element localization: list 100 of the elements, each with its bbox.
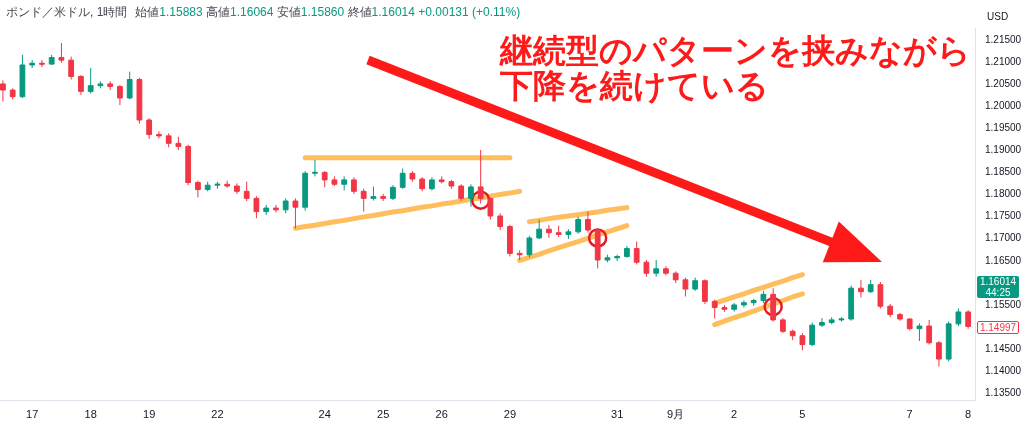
candlestick xyxy=(916,322,923,342)
y-tick-label: 1.14500 xyxy=(985,342,1022,354)
candlestick xyxy=(458,183,465,202)
y-tick-label: 1.18000 xyxy=(985,188,1022,200)
candlestick xyxy=(760,290,767,304)
candlestick xyxy=(58,42,65,64)
candlestick xyxy=(390,184,396,201)
candlestick xyxy=(360,188,367,213)
candlestick xyxy=(848,285,855,322)
candlestick xyxy=(604,254,611,263)
candlestick xyxy=(273,204,279,213)
candlestick xyxy=(711,299,718,320)
candlestick xyxy=(809,322,816,347)
candlestick xyxy=(204,181,211,192)
x-tick-label: 24 xyxy=(318,408,331,421)
candlestick xyxy=(282,197,289,214)
candlestick xyxy=(507,224,513,257)
candlestick xyxy=(419,176,426,192)
y-tick-label: 1.17000 xyxy=(985,232,1022,244)
candlestick xyxy=(243,181,250,202)
candlestick xyxy=(770,287,777,323)
x-tick-label: 2 xyxy=(731,408,738,421)
candlestick xyxy=(750,298,757,307)
candlestick xyxy=(682,277,689,298)
candlestick xyxy=(487,196,494,220)
text: 1.14997 xyxy=(978,322,1018,333)
candlestick xyxy=(497,212,504,231)
candlestick xyxy=(731,302,738,313)
x-tick-label: 18 xyxy=(84,408,97,421)
candlestick xyxy=(302,170,309,212)
y-tick-label: 1.21500 xyxy=(985,34,1022,46)
candlestick xyxy=(341,175,348,191)
candlestick xyxy=(867,279,874,294)
y-tick-label: 1.19500 xyxy=(985,122,1022,134)
candlestick xyxy=(68,56,75,81)
candlestick xyxy=(234,182,240,195)
candlestick xyxy=(370,185,377,202)
candlestick xyxy=(624,245,630,259)
x-tick-label: 29 xyxy=(503,408,517,421)
y-tick-label: 1.18500 xyxy=(985,166,1022,178)
candlestick xyxy=(819,317,825,328)
x-tick-label: 19 xyxy=(143,408,156,421)
candlestick xyxy=(321,170,328,188)
candlestick xyxy=(887,303,894,318)
candlestick xyxy=(351,176,357,195)
candlestick xyxy=(721,304,728,313)
candlestick xyxy=(926,319,933,346)
text: 44:25 xyxy=(984,287,1012,298)
candlestick xyxy=(955,307,962,327)
candlestick xyxy=(195,180,201,198)
y-tick-label: 1.15500 xyxy=(985,298,1022,310)
y-tick-label: 1.16500 xyxy=(985,254,1022,266)
candlestick xyxy=(780,317,786,334)
candlestick xyxy=(555,225,562,238)
candlestick xyxy=(48,54,55,66)
candlestick xyxy=(468,183,474,208)
candlestick xyxy=(136,77,143,125)
x-tick-label: 7 xyxy=(906,408,913,421)
candlestick xyxy=(858,279,864,298)
text: 始値1.15883 高値1.16064 安値1.15860 終値1.16014 +0.00131 (+0.11%) xyxy=(135,5,521,19)
candlestick xyxy=(399,167,406,190)
candlestick xyxy=(741,300,747,309)
candlestick xyxy=(0,79,6,103)
candlestick xyxy=(516,249,523,261)
candlestick xyxy=(126,71,133,100)
candlestick xyxy=(838,316,845,323)
candlestick xyxy=(614,254,621,262)
candlestick xyxy=(117,84,123,106)
candlestick xyxy=(877,281,884,309)
y-tick-label: 1.21000 xyxy=(985,56,1022,68)
text: 1.16014 xyxy=(978,276,1018,287)
x-tick-label: 25 xyxy=(377,408,390,421)
candlestick xyxy=(146,117,153,140)
candlestick xyxy=(409,170,416,183)
candlestick xyxy=(702,278,708,305)
x-tick-label: 26 xyxy=(435,408,448,421)
y-tick-label: 1.20500 xyxy=(985,78,1022,90)
candlestick xyxy=(594,227,601,269)
candlestick xyxy=(107,80,114,91)
candlestick xyxy=(165,132,172,148)
candlestick xyxy=(936,340,942,368)
candlestick xyxy=(799,332,806,351)
y-tick-label: 1.14000 xyxy=(985,364,1022,376)
x-tick-label: 5 xyxy=(799,408,806,421)
candlestick xyxy=(575,216,582,235)
x-tick-label: 17 xyxy=(26,408,39,421)
y-tick-label: 1.19000 xyxy=(985,144,1022,156)
candlestick xyxy=(380,193,387,202)
candlestick xyxy=(546,224,552,239)
candlestick xyxy=(253,195,260,219)
candlestick xyxy=(331,175,338,187)
candlestick xyxy=(565,228,572,240)
candlestick xyxy=(78,74,84,96)
x-tick-label: 8 xyxy=(965,408,972,421)
candlestick xyxy=(672,270,679,284)
y-tick-label: 1.17500 xyxy=(985,210,1022,222)
candlestick xyxy=(263,204,270,216)
candlestick xyxy=(526,235,533,258)
chart-title: ポンド／米ドル, 1時間 xyxy=(6,5,128,19)
candlestick xyxy=(312,159,318,177)
